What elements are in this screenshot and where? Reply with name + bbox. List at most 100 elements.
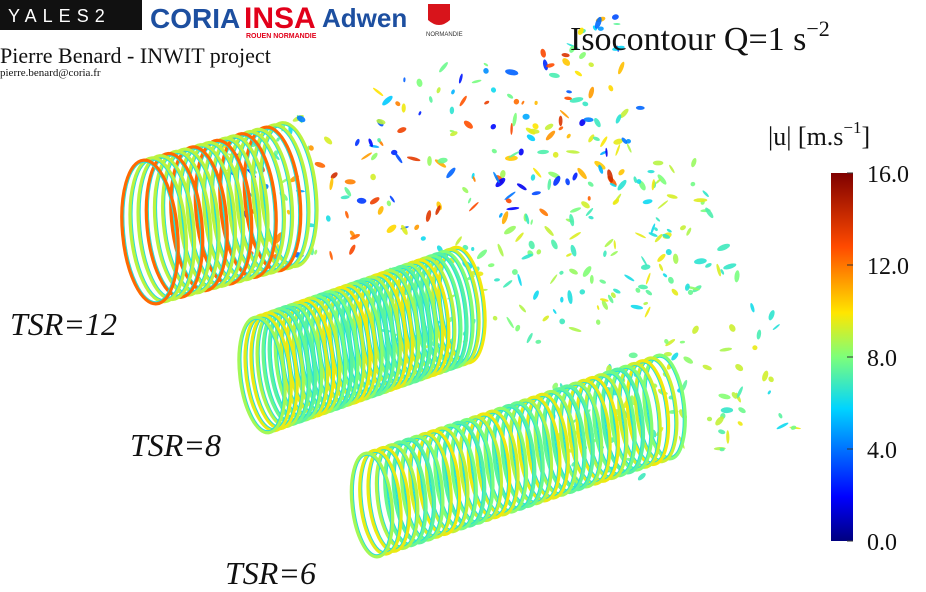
vortex-blob [694,258,707,265]
vortex-blob [416,78,423,87]
vortex-blob [588,215,594,220]
vortex-blob [574,70,583,78]
vortex-blob [630,304,643,310]
vortex-blob [667,276,675,285]
vortex-blob [372,87,384,97]
vortex-blob [514,324,521,332]
vortex-blob [737,420,744,426]
vortex-blob [656,253,667,264]
colorbar-tick-label: 12.0 [867,254,909,280]
vortex-blob [565,178,571,186]
vortex-blob [611,13,619,20]
vortex-blob [704,206,715,219]
author: Pierre Benard - INWIT project [0,43,271,68]
vortex-blob [645,272,651,284]
vortex-wakes [116,13,801,558]
vortex-blob [610,250,619,257]
vortex-blob [330,171,339,180]
vortex-blob [468,201,479,212]
vortex-blob [756,329,762,340]
vortex-blob [340,195,350,200]
logo-text: CORIA [150,3,240,34]
vortex-blob [642,198,653,204]
vortex-blob [691,325,700,336]
vortex-blob [325,215,331,222]
vortex-blob [585,207,594,217]
vortex-blob [566,253,573,258]
title-superscript: −2 [806,16,829,41]
vortex-blob [752,345,757,350]
vortex-blob [549,72,561,79]
vortex-blob [666,193,678,199]
vortex-blob [488,263,495,268]
vortex-blob [512,112,518,126]
vortex-blob [690,181,696,187]
vortex-blob [655,217,661,223]
vortex-blob [704,262,712,269]
vortex-blob [314,161,326,169]
vortex-blob [513,98,520,106]
case-label: TSR=8 [130,427,221,463]
vortex-blob [626,143,632,153]
vortex-blob [544,122,555,131]
vortex-blob [482,67,490,75]
vortex-blob [749,303,755,313]
vortex-blob [767,375,775,383]
vortex-blob [550,238,559,250]
vortex-blob [569,231,582,241]
vortex-blob [588,62,595,68]
vortex-blob [665,248,673,256]
vortex-blob [767,390,772,395]
vortex-blob [420,236,426,242]
vortex-blob [569,206,581,213]
vortex-blob [613,240,616,249]
vortex-blob [490,86,497,93]
vortex-blob [679,224,687,231]
vortex-blob [579,289,586,296]
vortex-blob [436,87,442,94]
colorbar-tick-label: 4.0 [867,438,897,464]
vortex-blob [329,177,334,190]
vortex-blob [559,116,563,127]
vortex-blob [685,227,692,236]
vortex-blob [348,244,357,256]
vortex-blob [503,224,517,236]
vortex-blob [476,248,489,260]
vortex-blob [530,219,533,225]
vortex-blob [489,123,497,131]
vortex-blob [576,167,588,181]
vortex-blob [734,363,745,373]
vortex-blob [535,339,541,344]
vortex-blob [403,77,405,82]
colorbar-label-text: |u| [m.s [768,122,843,151]
figure: YALES2 CORIA INSA ROUEN NORMANDIE Adwen … [0,0,926,592]
vortex-blob [596,319,601,325]
vortex-blob [536,249,542,256]
vortex-blob [428,96,433,103]
colorbar-tick-label: 0.0 [867,530,897,556]
vortex-blob [521,253,534,261]
vortex-blob [450,107,455,115]
vortex-blob [560,297,564,303]
vortex-blob [559,270,565,275]
vortex-blob [702,364,713,372]
vortex-blob [648,231,658,237]
vortex-blob [438,61,449,73]
vortex-blob [323,135,334,146]
vortex-blob [778,412,784,419]
vortex-blob [544,129,556,141]
vortex-blob [458,73,463,84]
vortex-blob [707,417,712,422]
case-label: TSR=12 [10,306,117,342]
vortex-blob [344,210,349,219]
vortex-blob [636,106,645,110]
vortex-blob [647,170,654,173]
vortex-blob [559,318,566,325]
vortex-blob [716,242,731,252]
vortex-blob [702,190,710,198]
vortex-blob [400,224,409,236]
logo-text: Adwen [322,3,407,33]
vortex-blob [492,315,499,322]
logo-bar: YALES2 CORIA INSA ROUEN NORMANDIE Adwen … [0,0,463,40]
vortex-blob [361,152,373,161]
